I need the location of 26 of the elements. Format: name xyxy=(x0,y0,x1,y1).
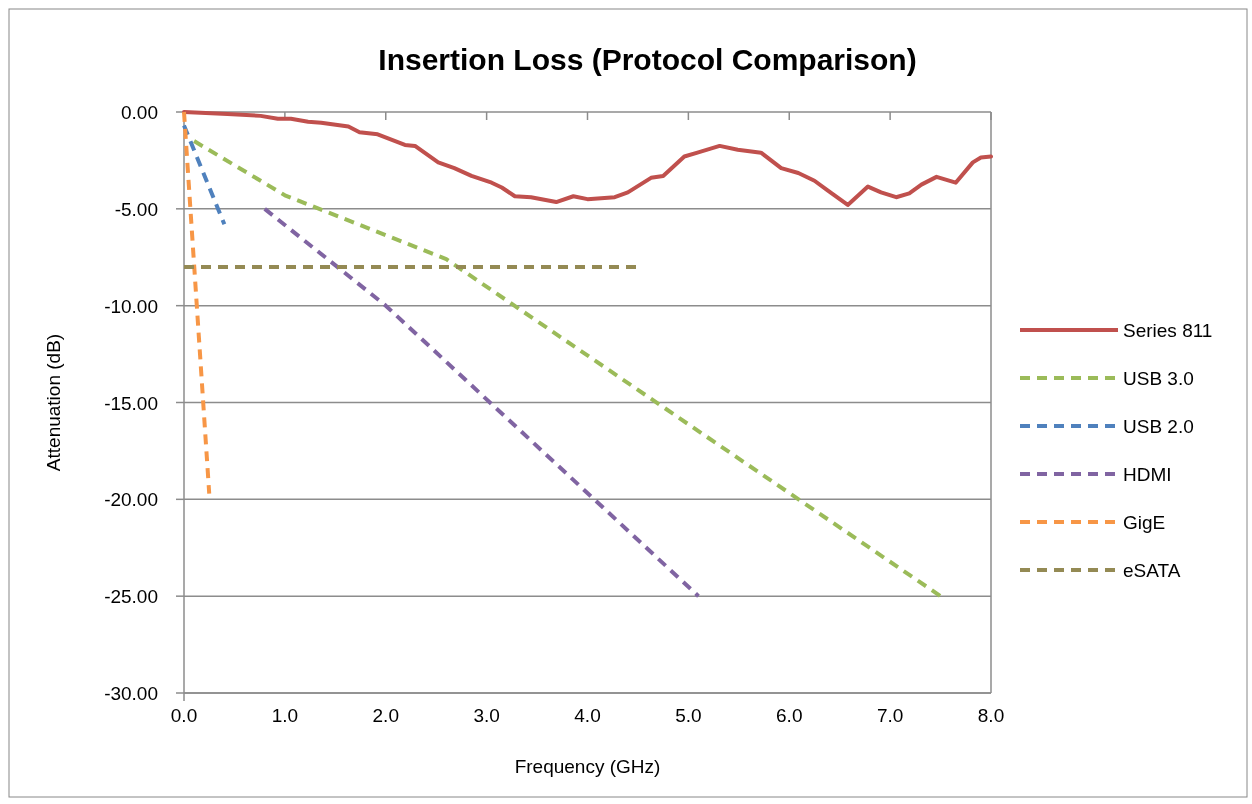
x-tick-label: 1.0 xyxy=(271,705,299,726)
x-tick-label: 6.0 xyxy=(776,705,803,726)
legend-label: GigE xyxy=(1123,512,1166,533)
y-tick-label: -5.00 xyxy=(114,198,158,220)
x-tick-label: 2.0 xyxy=(372,705,399,726)
x-tick-label: 5.0 xyxy=(675,705,702,726)
x-tick-label: 0.0 xyxy=(170,705,198,726)
line-series xyxy=(192,139,943,599)
y-tick-label: -15.00 xyxy=(104,392,158,414)
legend-label: USB 3.0 xyxy=(1123,368,1194,389)
y-tick-label: -20.00 xyxy=(104,489,158,511)
legend-label: USB 2.0 xyxy=(1123,416,1194,437)
x-tick-label: 7.0 xyxy=(876,705,904,726)
y-tick-label: -10.00 xyxy=(104,295,158,317)
y-tick-label: -30.00 xyxy=(104,683,158,704)
legend-label: HDMI xyxy=(1123,464,1172,485)
y-tick-label: -25.00 xyxy=(104,586,158,608)
x-tick-label: 8.0 xyxy=(977,705,1005,726)
y-axis-title: Attenuation (dB) xyxy=(43,333,64,472)
legend-label: Series 811 xyxy=(1123,320,1213,341)
chart-title: Insertion Loss (Protocol Comparison) xyxy=(378,43,917,76)
y-tick-label: 0.00 xyxy=(121,102,158,123)
x-tick-label: 3.0 xyxy=(473,705,500,726)
x-axis-title: Frequency (GHz) xyxy=(514,756,661,777)
x-tick-label: 4.0 xyxy=(574,705,601,726)
legend-label: eSATA xyxy=(1123,560,1181,581)
